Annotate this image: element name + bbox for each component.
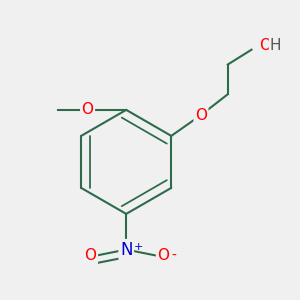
Text: O: O [158, 248, 169, 263]
Text: O: O [259, 38, 271, 53]
Text: +: + [134, 242, 143, 252]
Text: -: - [172, 248, 177, 262]
Text: H: H [269, 38, 281, 53]
Text: O: O [82, 102, 94, 117]
Text: N: N [120, 241, 133, 259]
Text: O: O [195, 108, 207, 123]
Text: O: O [85, 248, 97, 263]
